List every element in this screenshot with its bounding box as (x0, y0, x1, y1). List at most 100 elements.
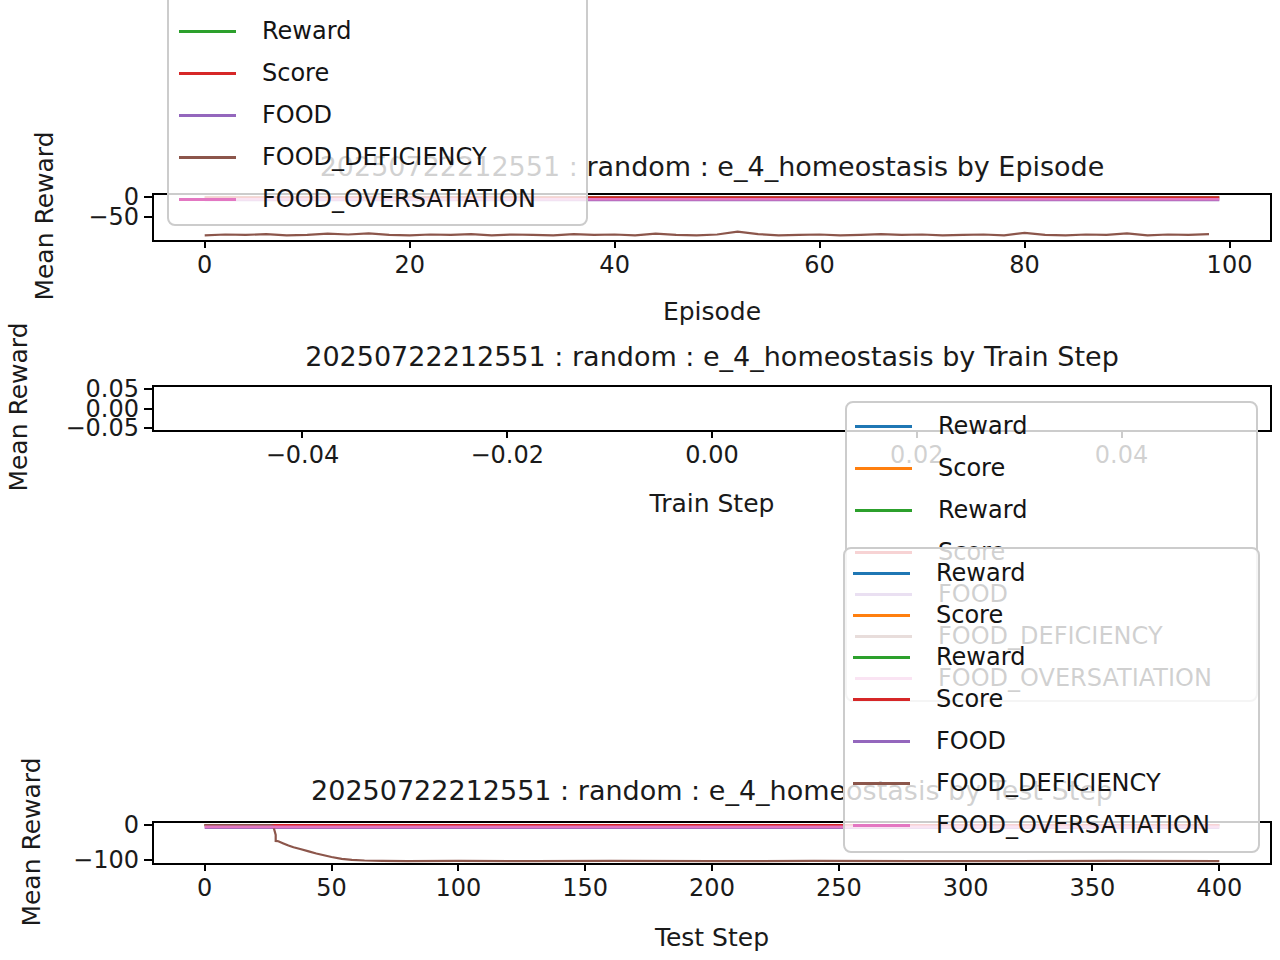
legend-entry: FOOD (179, 94, 586, 136)
legend-label: Reward (938, 414, 1027, 438)
x-tick-mark (965, 863, 967, 871)
x-tick-label: 40 (599, 251, 630, 279)
x-tick-label: 0 (197, 251, 212, 279)
legend-line-score (179, 72, 236, 75)
x-tick-label: −0.04 (266, 441, 340, 469)
y-tick-mark (144, 859, 152, 861)
legend-entry: FOOD_OVERSATIATION (853, 804, 1258, 846)
x-tick-mark (838, 863, 840, 871)
x-tick-mark (1229, 240, 1231, 248)
legend-entry: Score (853, 594, 1258, 636)
legend-line-reward (853, 656, 910, 659)
x-tick-mark (1024, 240, 1026, 248)
y-axis-label-test-step: Mean Reward (17, 757, 46, 926)
y-axis-label-train-step: Mean Reward (4, 322, 33, 491)
x-tick-label: 350 (1070, 874, 1116, 902)
legend-line-food_oversatiation (179, 198, 236, 201)
x-tick-mark (819, 240, 821, 248)
x-axis-label-test-step: Test Step (655, 923, 769, 952)
y-tick-label: −50 (88, 203, 139, 231)
x-tick-label: 100 (435, 874, 481, 902)
y-tick-mark (144, 388, 152, 390)
x-tick-mark (457, 863, 459, 871)
x-tick-label: 300 (943, 874, 989, 902)
legend-label: FOOD (262, 103, 332, 127)
legend-label: Reward (936, 645, 1025, 669)
x-tick-label: 0.00 (685, 441, 738, 469)
x-tick-mark (331, 863, 333, 871)
x-axis-label-train-step: Train Step (650, 489, 775, 518)
x-tick-mark (584, 863, 586, 871)
x-tick-label: 100 (1207, 251, 1253, 279)
legend-entry: FOOD_DEFICIENCY (179, 136, 586, 178)
x-tick-mark (409, 240, 411, 248)
legend-line-score (853, 614, 910, 617)
x-tick-label: 0 (197, 874, 212, 902)
legend-entry: FOOD (853, 720, 1258, 762)
chart-title-train-step: 20250722212551 : random : e_4_homeostasi… (305, 341, 1119, 372)
series-food_deficiency (205, 232, 1209, 236)
legend-entry: Reward (853, 636, 1258, 678)
y-tick-mark (144, 408, 152, 410)
x-tick-mark (204, 863, 206, 871)
x-tick-mark (711, 863, 713, 871)
legend-entry: Score (855, 447, 1256, 489)
legend-label: FOOD_DEFICIENCY (936, 771, 1161, 795)
legend-entry: Reward (853, 552, 1258, 594)
legend-entry: Score (853, 678, 1258, 720)
legend-label: Score (938, 456, 1005, 480)
legend-label: Reward (936, 561, 1025, 585)
legend-entry: Reward (855, 405, 1256, 447)
legend-test-step: Reward Score Reward Score FOOD FOOD_DEFICIENC… (843, 547, 1260, 853)
legend-label: FOOD_OVERSATIATION (936, 813, 1210, 837)
legend-label: Score (936, 603, 1003, 627)
legend-label: FOOD_OVERSATIATION (262, 187, 536, 211)
legend-label: FOOD (936, 729, 1006, 753)
y-tick-label: −100 (73, 846, 139, 874)
legend-entry: FOOD_DEFICIENCY (853, 762, 1258, 804)
legend-line-food (179, 114, 236, 117)
x-axis-label-episode: Episode (663, 297, 761, 326)
x-tick-label: 200 (689, 874, 735, 902)
legend-line-reward (855, 509, 912, 512)
x-tick-mark (711, 430, 713, 438)
x-tick-label: 400 (1196, 874, 1242, 902)
legend-line-food_deficiency (179, 156, 236, 159)
legend-label: Score (936, 687, 1003, 711)
legend-label: Reward (262, 19, 351, 43)
legend-episode: Reward Score FOOD FOOD_DEFICIENCY FOOD_OVERS… (167, 0, 588, 226)
y-tick-mark (144, 427, 152, 429)
y-tick-mark (144, 196, 152, 198)
y-tick-label: −0.05 (65, 414, 139, 442)
y-tick-label: 0 (124, 811, 139, 839)
x-tick-mark (614, 240, 616, 248)
legend-line-score (853, 698, 910, 701)
x-tick-label: 20 (394, 251, 425, 279)
legend-line-score (855, 467, 912, 470)
legend-entry: Reward (179, 10, 586, 52)
legend-label: FOOD_DEFICIENCY (262, 145, 487, 169)
legend-line-reward (853, 572, 910, 575)
x-tick-mark (301, 430, 303, 438)
legend-label: Score (262, 61, 329, 85)
x-tick-mark (1218, 863, 1220, 871)
figure: 20250722212551 : random : e_4_homeostasi… (0, 0, 1280, 960)
legend-line-food (853, 740, 910, 743)
y-tick-mark (144, 824, 152, 826)
x-tick-label: 80 (1009, 251, 1040, 279)
x-tick-label: 50 (316, 874, 347, 902)
legend-entry: Score (179, 52, 586, 94)
x-tick-label: −0.02 (470, 441, 544, 469)
x-tick-label: 150 (562, 874, 608, 902)
legend-line-reward (855, 425, 912, 428)
legend-line-food_deficiency (853, 782, 910, 785)
x-tick-mark (506, 430, 508, 438)
y-axis-label-episode: Mean Reward (30, 131, 59, 300)
y-tick-mark (144, 216, 152, 218)
x-tick-label: 250 (816, 874, 862, 902)
legend-entry: Reward (855, 489, 1256, 531)
x-tick-mark (204, 240, 206, 248)
x-tick-mark (1091, 863, 1093, 871)
legend-line-reward (179, 30, 236, 33)
legend-entry: FOOD_OVERSATIATION (179, 178, 586, 220)
